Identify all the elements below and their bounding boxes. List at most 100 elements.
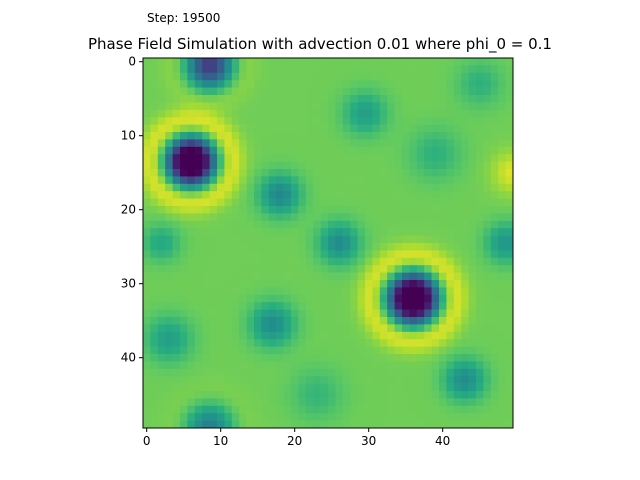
- heatmap-cell: [298, 413, 307, 421]
- heatmap-cell: [157, 302, 166, 310]
- heatmap-cell: [172, 109, 181, 118]
- heatmap-cell: [483, 87, 492, 96]
- heatmap-cell: [416, 413, 425, 421]
- heatmap-cell: [476, 294, 484, 303]
- heatmap-cell: [431, 361, 440, 370]
- heatmap-cell: [187, 161, 196, 170]
- heatmap-cell: [313, 346, 321, 355]
- heatmap-cell: [261, 213, 270, 222]
- heatmap-cell: [291, 413, 299, 421]
- heatmap-cell: [224, 302, 233, 310]
- heatmap-cell: [150, 146, 159, 155]
- heatmap-cell: [202, 331, 210, 340]
- heatmap-cell: [328, 146, 336, 155]
- heatmap-cell: [342, 220, 351, 229]
- heatmap-cell: [157, 95, 166, 103]
- heatmap-cell: [291, 280, 299, 288]
- heatmap-cell: [254, 376, 262, 384]
- heatmap-cell: [313, 65, 321, 74]
- heatmap-cell: [453, 398, 462, 407]
- heatmap-cell: [254, 132, 262, 140]
- heatmap-cell: [498, 398, 506, 407]
- heatmap-cell: [165, 169, 173, 177]
- heatmap-cell: [239, 95, 247, 103]
- heatmap-cell: [453, 391, 462, 399]
- heatmap-cell: [231, 420, 240, 429]
- heatmap-cell: [379, 265, 388, 273]
- heatmap-cell: [476, 95, 484, 103]
- heatmap-cell: [387, 169, 395, 177]
- heatmap-cell: [342, 339, 351, 347]
- heatmap-cell: [209, 405, 218, 414]
- heatmap-cell: [180, 102, 188, 111]
- heatmap-cell: [483, 280, 492, 288]
- heatmap-cell: [320, 257, 329, 266]
- heatmap-cell: [187, 324, 196, 333]
- heatmap-cell: [372, 361, 381, 370]
- heatmap-cell: [254, 302, 262, 310]
- heatmap-cell: [313, 368, 321, 377]
- heatmap-cell: [483, 191, 492, 199]
- heatmap-cell: [268, 87, 277, 96]
- heatmap-cell: [416, 206, 425, 214]
- heatmap-cell: [342, 309, 351, 318]
- heatmap-cell: [231, 235, 240, 244]
- heatmap-cell: [424, 354, 432, 362]
- heatmap-cell: [261, 87, 270, 96]
- heatmap-cell: [254, 72, 262, 81]
- heatmap-cell: [283, 272, 292, 281]
- heatmap-cell: [298, 317, 307, 325]
- heatmap-cell: [291, 420, 299, 429]
- heatmap-cell: [165, 265, 173, 273]
- heatmap-cell: [350, 405, 358, 414]
- heatmap-cell: [305, 183, 314, 192]
- heatmap-cell: [372, 413, 381, 421]
- heatmap-cell: [313, 117, 321, 125]
- heatmap-cell: [202, 368, 210, 377]
- heatmap-cell: [483, 405, 492, 414]
- heatmap-cell: [305, 391, 314, 399]
- heatmap-cell: [505, 331, 514, 340]
- heatmap-cell: [194, 117, 203, 125]
- heatmap-cell: [261, 95, 270, 103]
- heatmap-cell: [357, 58, 366, 66]
- heatmap-cell: [202, 117, 210, 125]
- heatmap-cell: [394, 198, 403, 207]
- heatmap-cell: [150, 124, 159, 133]
- heatmap-cell: [476, 198, 484, 207]
- heatmap-cell: [194, 124, 203, 133]
- heatmap-cell: [424, 309, 432, 318]
- heatmap-cell: [261, 287, 270, 296]
- heatmap-cell: [217, 280, 225, 288]
- heatmap-cell: [217, 287, 225, 296]
- heatmap-cell: [505, 95, 514, 103]
- heatmap-cell: [143, 109, 151, 118]
- heatmap-cell: [490, 391, 499, 399]
- heatmap-cell: [357, 169, 366, 177]
- heatmap-cell: [194, 287, 203, 296]
- heatmap-cell: [268, 391, 277, 399]
- heatmap-cell: [157, 87, 166, 96]
- heatmap-cell: [387, 376, 395, 384]
- heatmap-cell: [379, 65, 388, 74]
- heatmap-cell: [231, 413, 240, 421]
- heatmap-cell: [446, 346, 455, 355]
- heatmap-cell: [394, 132, 403, 140]
- heatmap-cell: [165, 317, 173, 325]
- heatmap-cell: [498, 280, 506, 288]
- heatmap-cell: [231, 250, 240, 259]
- heatmap-cell: [328, 361, 336, 370]
- heatmap-cell: [461, 398, 469, 407]
- heatmap-cell: [416, 139, 425, 148]
- heatmap-cell: [180, 272, 188, 281]
- heatmap-cell: [498, 95, 506, 103]
- heatmap-cell: [342, 213, 351, 222]
- heatmap-cell: [328, 383, 336, 392]
- heatmap-cell: [305, 58, 314, 66]
- heatmap-cell: [468, 243, 477, 251]
- heatmap-cell: [283, 324, 292, 333]
- heatmap-cell: [372, 87, 381, 96]
- heatmap-cell: [143, 250, 151, 259]
- heatmap-cell: [283, 206, 292, 214]
- heatmap-cell: [446, 391, 455, 399]
